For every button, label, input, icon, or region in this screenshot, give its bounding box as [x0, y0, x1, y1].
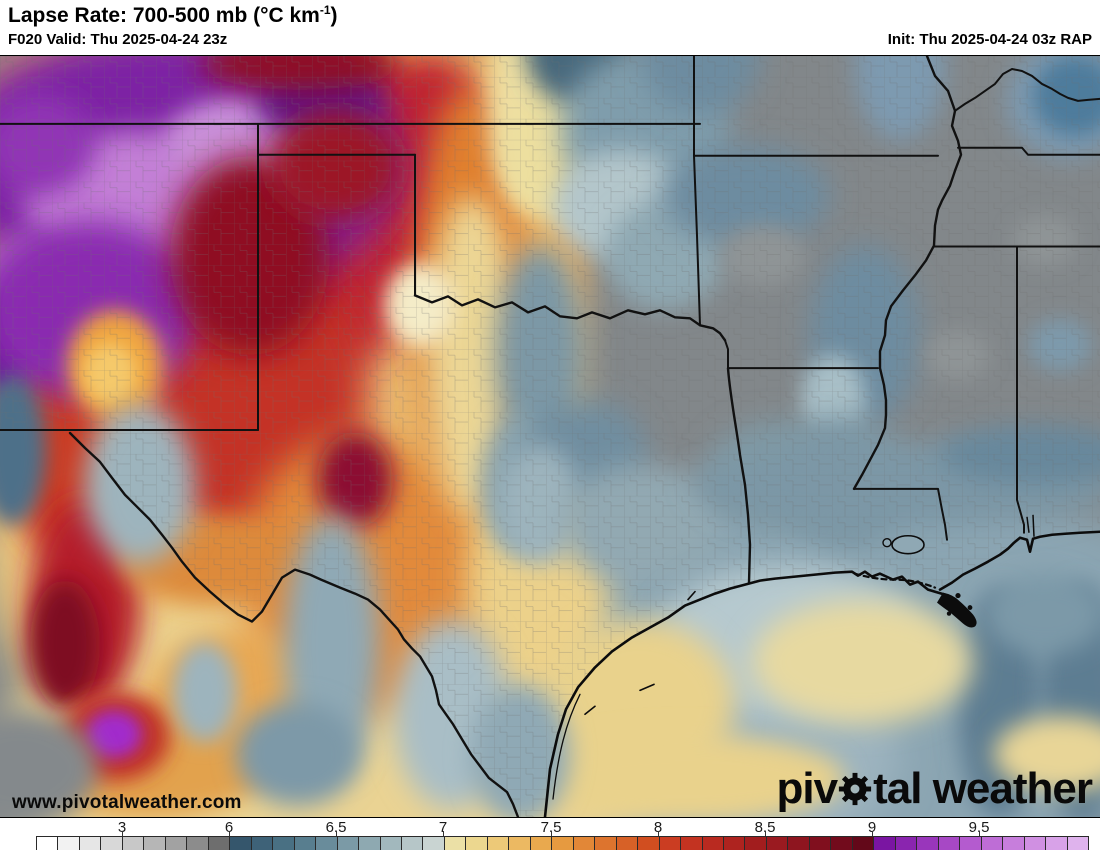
weather-map-canvas: www.pivotalweather.com piv tal weather — [0, 55, 1100, 818]
colorbar-segment — [57, 837, 79, 850]
page-title: Lapse Rate: 700-500 mb (°C km-1) — [8, 3, 338, 28]
colorbar-segment — [250, 837, 273, 850]
logo-text-right: tal weather — [873, 764, 1093, 813]
colorbar-segment — [594, 837, 616, 850]
title-superscript: -1 — [319, 3, 331, 17]
colorbar-tick-label: 9 — [867, 819, 877, 836]
gulf-coastline — [543, 530, 1100, 817]
colorbar: 3 6 6.5 7 7.5 8 8.5 9 9.5 — [0, 818, 1100, 850]
colorbar-tick-label: 8 — [653, 819, 663, 836]
state-borders — [0, 56, 1100, 541]
colorbar-segment — [851, 837, 874, 850]
colorbar-tick-label: 3 — [117, 819, 127, 836]
river-borders — [68, 56, 1100, 817]
logo-text-left: piv — [776, 764, 839, 813]
colorbar-tick-label: 6.5 — [325, 819, 347, 836]
time-row: F020 Valid: Thu 2025-04-24 23z Init: Thu… — [8, 31, 1092, 48]
colorbar-tick-mark — [872, 831, 873, 836]
colorbar-segment — [916, 837, 938, 850]
colorbar-segment — [336, 837, 359, 850]
colorbar-segment — [164, 837, 187, 850]
colorbar-segment — [465, 837, 487, 850]
colorbar-segment — [78, 837, 101, 850]
title-text: Lapse Rate: 700-500 mb (°C km — [8, 4, 320, 27]
mobile-bay — [1026, 514, 1035, 537]
colorbar-segment — [658, 837, 681, 850]
colorbar-tick-mark — [765, 831, 766, 836]
colorbar-tick-mark — [229, 831, 230, 836]
lapse-rate-map — [0, 56, 1100, 817]
colorbar-segment — [1045, 837, 1067, 850]
colorbar-tick-mark — [551, 831, 552, 836]
colorbar-segment — [358, 837, 380, 850]
colorbar-segment — [551, 837, 573, 850]
mississippi-river — [852, 56, 963, 491]
valid-time-label: F020 Valid: Thu 2025-04-24 23z — [8, 31, 228, 48]
colorbar-segment — [959, 837, 981, 850]
colorbar-segment — [1002, 837, 1024, 850]
colorbar-segment — [873, 837, 895, 850]
colorbar-segment — [315, 837, 337, 850]
colorbar-tick-mark — [979, 831, 980, 836]
colorbar-segment — [830, 837, 852, 850]
colorbar-segment — [400, 837, 423, 850]
colorbar-segment — [143, 837, 165, 850]
colorbar-tick-mark — [443, 831, 444, 836]
colorbar-segment — [723, 837, 745, 850]
colorbar-segment — [100, 837, 122, 850]
colorbar-segment — [637, 837, 659, 850]
colorbar-segment — [1023, 837, 1046, 850]
colorbar-segment — [508, 837, 530, 850]
colorbar-segment — [572, 837, 595, 850]
colorbar-segment — [272, 837, 294, 850]
colorbar-tick-label: 7.5 — [540, 819, 562, 836]
colorbar-segment — [787, 837, 809, 850]
colorbar-segment — [529, 837, 552, 850]
colorbar-segment — [1066, 837, 1088, 850]
gear-icon — [839, 772, 872, 806]
colorbar-tick-mark — [122, 831, 123, 836]
sabine-river — [726, 366, 752, 584]
mississippi-delta — [937, 592, 977, 628]
lake-maurepas — [882, 538, 892, 548]
colorbar-tick-mark — [658, 831, 659, 836]
colorbar-segment — [37, 837, 58, 850]
colorbar-segment — [937, 837, 960, 850]
colorbar-segment — [186, 837, 208, 850]
lake-pontchartrain — [891, 534, 925, 555]
title-close: ) — [330, 4, 338, 27]
colorbar-segment — [680, 837, 702, 850]
red-river — [413, 294, 727, 342]
colorbar-segment — [379, 837, 401, 850]
colorbar-segment — [293, 837, 316, 850]
colorbar-segment — [207, 837, 230, 850]
colorbar-tick-mark — [336, 831, 337, 836]
water-features — [882, 514, 1035, 628]
colorbar-tick-label: 6 — [224, 819, 234, 836]
colorbar-segment — [443, 837, 466, 850]
county-lines-texture — [0, 56, 1100, 817]
colorbar-segment — [121, 837, 144, 850]
colorbar-segment — [422, 837, 444, 850]
colorbar-scale — [36, 836, 1089, 850]
watermark-url: www.pivotalweather.com — [12, 792, 242, 813]
rio-grande — [68, 431, 520, 817]
colorbar-segment — [744, 837, 766, 850]
colorbar-segment — [894, 837, 917, 850]
header: Lapse Rate: 700-500 mb (°C km-1) F020 Va… — [0, 0, 1100, 55]
colorbar-tick-label: 8.5 — [754, 819, 776, 836]
colorbar-segment — [615, 837, 638, 850]
colorbar-tick-label: 7 — [438, 819, 448, 836]
colorbar-segment — [765, 837, 788, 850]
ohio-river — [954, 67, 1100, 112]
colorbar-tick-label: 9.5 — [968, 819, 990, 836]
pivotal-weather-logo: piv tal weather — [776, 764, 1093, 813]
colorbar-segment — [808, 837, 831, 850]
colorbar-segment — [229, 837, 251, 850]
colorbar-segment — [486, 837, 509, 850]
init-time-label: Init: Thu 2025-04-24 03z RAP — [887, 31, 1092, 48]
colorbar-segment — [980, 837, 1003, 850]
colorbar-segment — [701, 837, 723, 850]
